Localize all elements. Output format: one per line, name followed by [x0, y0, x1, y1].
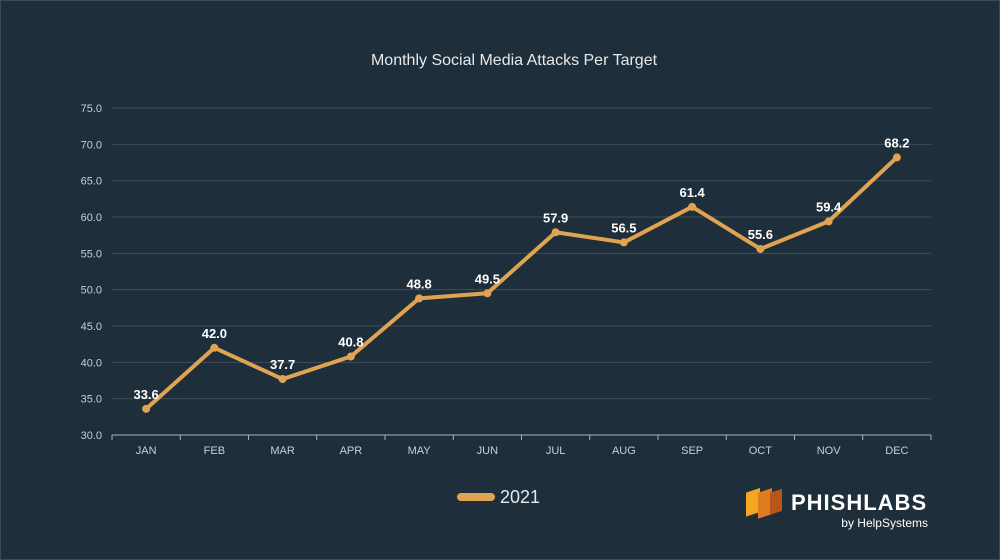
data-label: 59.4 [816, 199, 842, 214]
y-tick-label: 60.0 [81, 212, 102, 224]
x-axis-ticks: JAN FEB MAR APR MAY JUN JUL AUG SEP OCT NOV DEC [111, 435, 932, 457]
data-point [346, 352, 355, 361]
data-label: 61.4 [679, 185, 705, 200]
y-tick-label: 75.0 [81, 103, 102, 115]
x-tick-label: JUL [546, 445, 566, 457]
data-point [142, 404, 151, 413]
y-tick-label: 65.0 [81, 176, 102, 188]
data-point [551, 228, 560, 237]
logo-subtitle: by HelpSystems [841, 516, 928, 530]
x-tick-label: OCT [749, 445, 773, 457]
y-tick-label: 45.0 [81, 321, 102, 333]
data-point [824, 217, 833, 226]
data-point [619, 238, 628, 247]
data-label: 48.8 [406, 276, 431, 291]
data-point [210, 343, 219, 352]
x-tick-label: AUG [612, 445, 636, 457]
phishlabs-logo: PHISHLABS by HelpSystems [746, 488, 928, 530]
data-point [688, 202, 697, 211]
x-tick-label: MAR [270, 445, 295, 457]
data-label: 55.6 [748, 227, 773, 242]
data-label: 33.6 [133, 387, 158, 402]
data-label: 40.8 [338, 335, 363, 350]
data-label: 68.2 [884, 135, 909, 150]
y-tick-label: 50.0 [81, 285, 102, 297]
data-label: 37.7 [270, 357, 295, 372]
y-tick-label: 70.0 [81, 139, 102, 151]
chart-title: Monthly Social Media Attacks Per Target [371, 52, 658, 69]
data-label: 42.0 [202, 326, 227, 341]
x-tick-label: NOV [817, 445, 842, 457]
series-line [144, 155, 899, 411]
y-axis-ticks: 30.0 35.0 40.0 45.0 50.0 55.0 60.0 65.0 70.0 75.0 [81, 103, 102, 442]
data-point [483, 289, 492, 298]
data-label: 49.5 [475, 271, 500, 286]
logo-name: PHISHLABS [791, 490, 927, 515]
data-point [415, 294, 424, 303]
legend-label-2021: 2021 [500, 487, 540, 507]
legend[interactable]: 2021 [457, 487, 540, 507]
x-tick-label: FEB [204, 445, 225, 457]
y-tick-label: 30.0 [81, 430, 102, 442]
x-tick-label: MAY [408, 445, 432, 457]
x-tick-label: DEC [885, 445, 908, 457]
data-labels: 33.6 42.0 37.7 40.8 48.8 49.5 57.9 56.5 61.4 55.6… [133, 135, 909, 401]
stacked-cubes-icon [746, 488, 782, 519]
data-label: 57.9 [543, 210, 568, 225]
data-point [278, 375, 287, 384]
y-tick-label: 40.0 [81, 357, 102, 369]
data-point [892, 153, 901, 162]
data-label: 56.5 [611, 220, 636, 235]
x-tick-label: JAN [136, 445, 157, 457]
x-tick-label: APR [340, 445, 363, 457]
y-tick-label: 35.0 [81, 394, 102, 406]
x-tick-label: SEP [681, 445, 703, 457]
grid-lines [112, 107, 931, 436]
y-tick-label: 55.0 [81, 248, 102, 260]
x-tick-label: JUN [477, 445, 498, 457]
series-2021 [142, 153, 901, 413]
data-point [756, 244, 765, 253]
